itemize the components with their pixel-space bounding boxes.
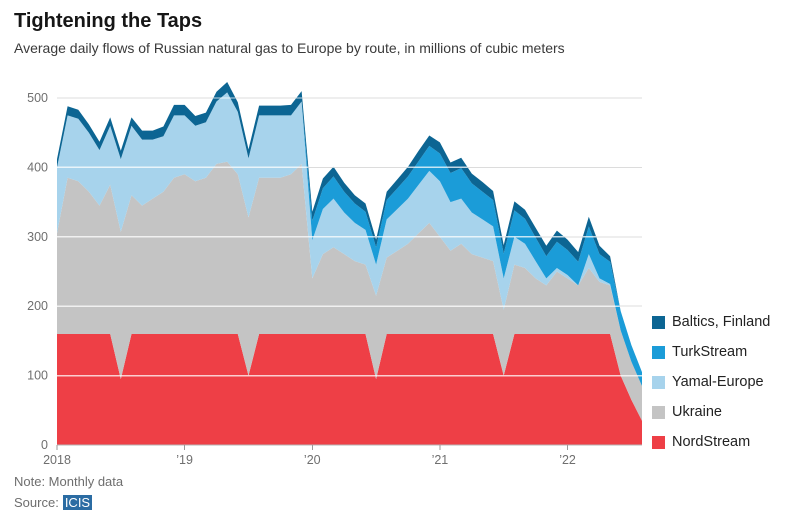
y-tick-label-300: 300 [27, 230, 48, 244]
legend-swatch-baltics-finland [652, 315, 665, 329]
legend-item-yamal-europe: Yamal-Europe [652, 374, 770, 390]
legend-item-turkstream: TurkStream [652, 344, 770, 360]
legend-swatch-ukraine [652, 405, 665, 419]
legend-label-ukraine: Ukraine [672, 404, 722, 420]
area-yamal-europe [57, 92, 642, 387]
x-tick-label-4: ’22 [559, 453, 576, 467]
stacked-area-chart: 0 100 200 300 400 500 2018 ’19 ’20 ’21 ’22 [27, 82, 642, 467]
x-tick-label-0: 2018 [43, 453, 71, 467]
x-tick-label-1: ’19 [176, 453, 193, 467]
y-tick-label-200: 200 [27, 299, 48, 313]
x-tick-label-3: ’21 [432, 453, 449, 467]
note-text: Note: Monthly data [14, 474, 124, 489]
legend-item-ukraine: Ukraine [652, 404, 770, 420]
y-tick-label-500: 500 [27, 91, 48, 105]
x-tick-label-2: ’20 [304, 453, 321, 467]
legend-item-baltics-finland: Baltics, Finland [652, 314, 770, 330]
area-ukraine [57, 161, 642, 421]
y-tick-label-0: 0 [41, 438, 48, 452]
source-label: Source: [14, 495, 59, 510]
y-tick-label-400: 400 [27, 160, 48, 174]
source-link[interactable]: ICIS [62, 495, 93, 510]
legend-swatch-yamal-europe [652, 375, 665, 389]
legend-swatch-nordstream [652, 435, 665, 449]
source-line: Source: ICIS [14, 492, 123, 513]
legend-swatch-turkstream [652, 345, 665, 359]
area-turkstream [57, 92, 642, 387]
y-tick-label-100: 100 [27, 369, 48, 383]
legend-item-nordstream: NordStream [652, 434, 770, 450]
legend-label-turkstream: TurkStream [672, 344, 748, 360]
chart-footer: Note: Monthly data Source: ICIS [14, 471, 123, 513]
legend-label-nordstream: NordStream [672, 434, 751, 450]
legend-label-yamal-europe: Yamal-Europe [672, 374, 764, 390]
area-nordstream [57, 334, 642, 445]
chart-subtitle: Average daily flows of Russian natural g… [14, 40, 565, 56]
chart-title: Tightening the Taps [14, 10, 203, 32]
legend: Baltics, Finland TurkStream Yamal-Europe Uk… [652, 314, 770, 464]
chart-header: Tightening the Taps Average daily flows … [14, 10, 794, 56]
legend-label-baltics-finland: Baltics, Finland [672, 314, 771, 330]
